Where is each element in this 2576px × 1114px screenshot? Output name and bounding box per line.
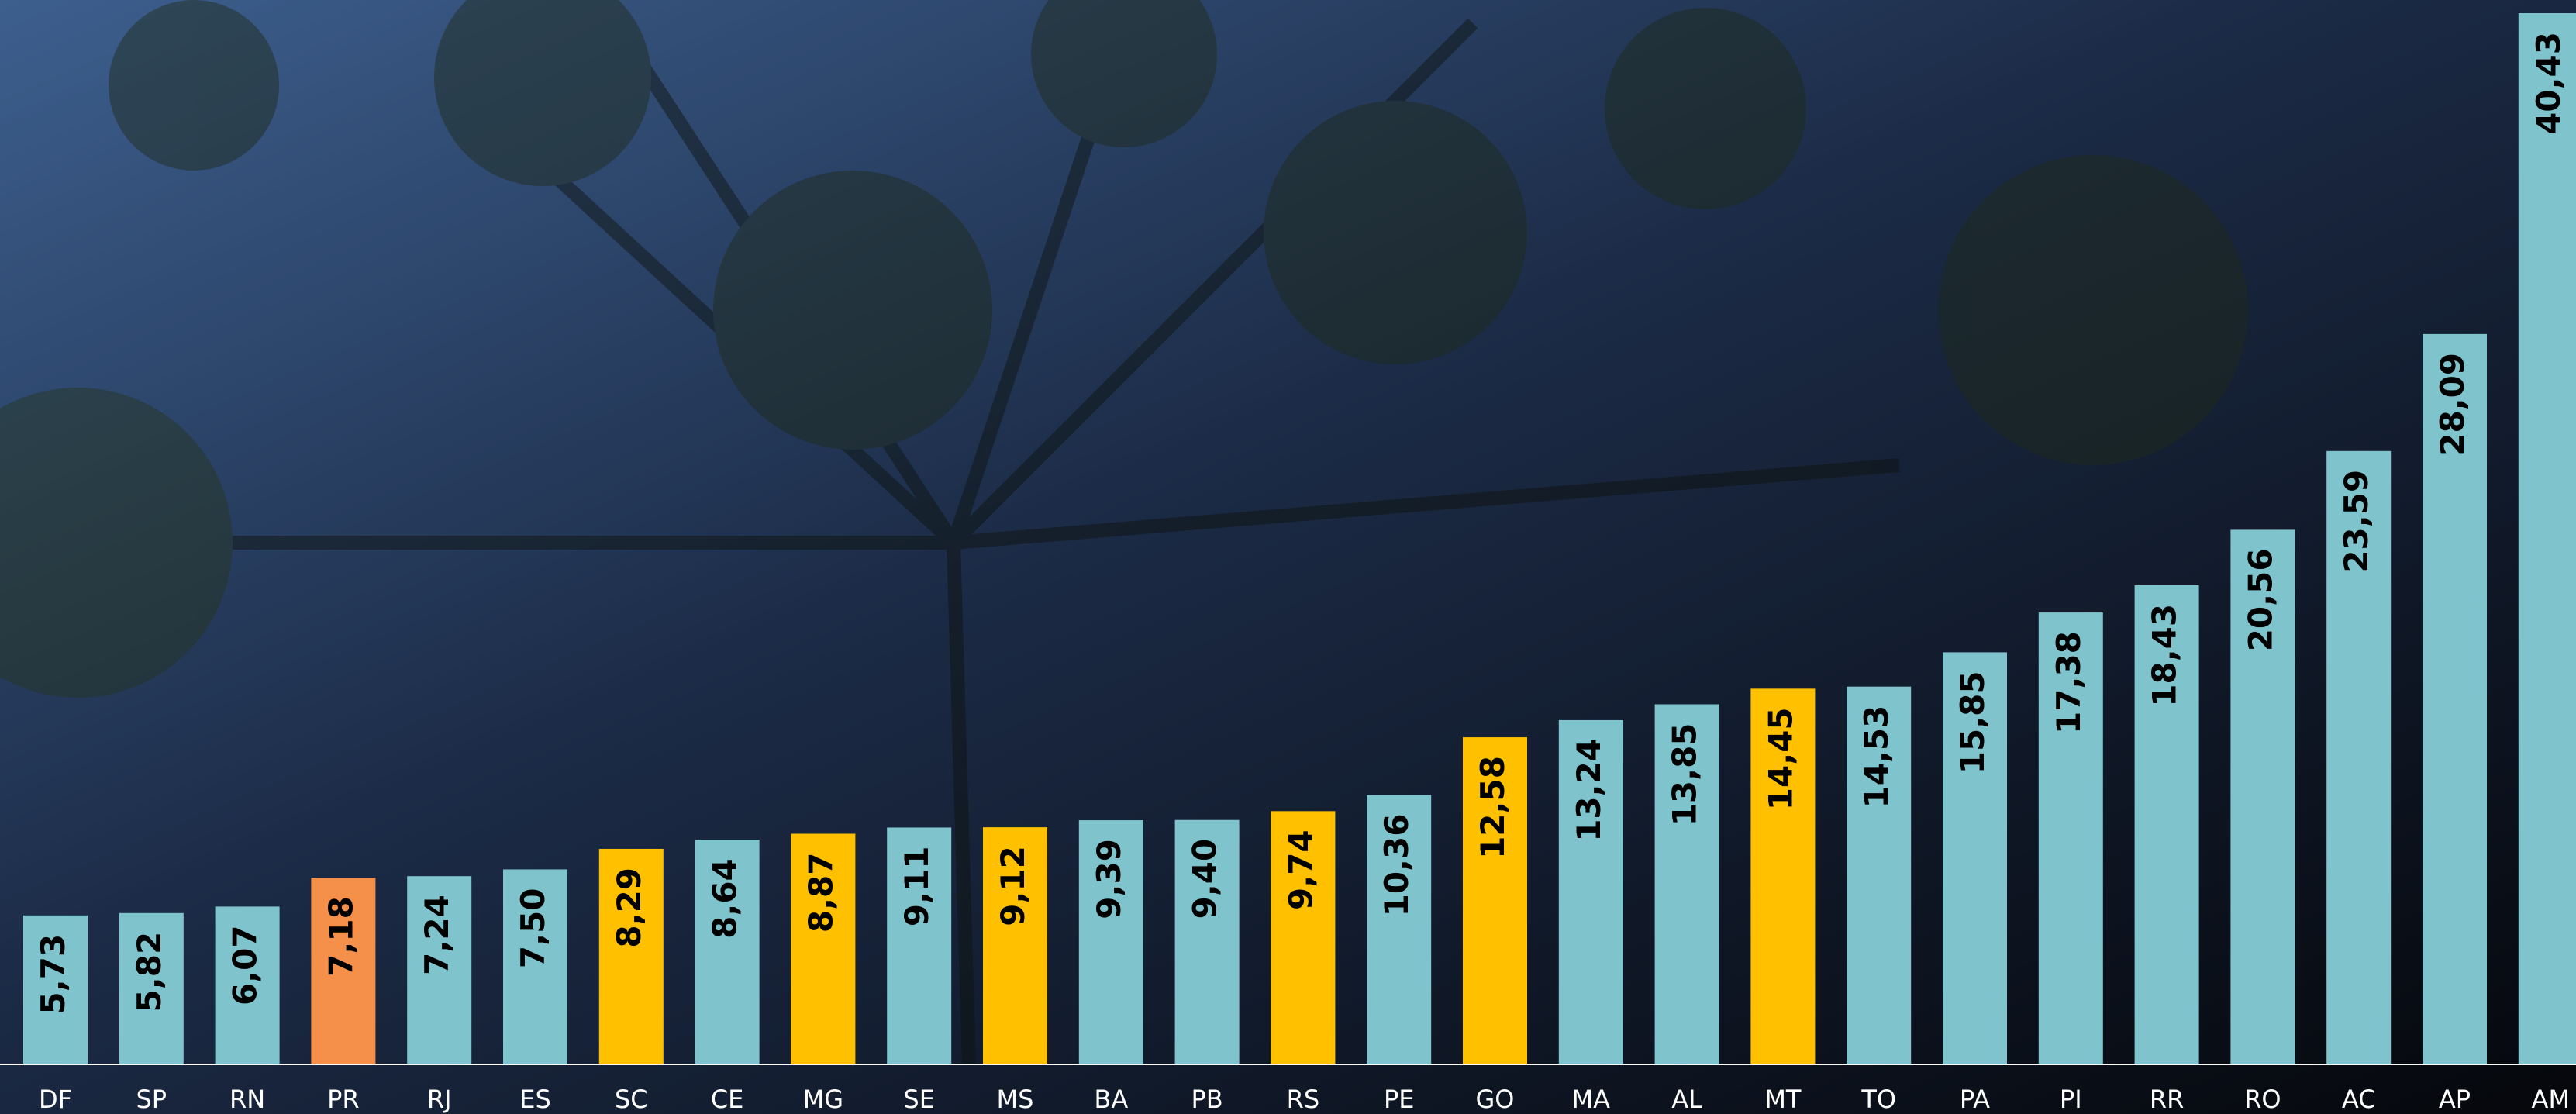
x-tick-label: ES (519, 1085, 551, 1114)
value-label: 14,45 (1761, 707, 1799, 810)
bar (1463, 737, 1527, 1064)
value-label: 9,40 (1186, 839, 1224, 919)
bar (887, 827, 952, 1064)
x-tick-label: RJ (427, 1085, 452, 1114)
value-label: 7,50 (514, 888, 552, 968)
bar (215, 906, 280, 1064)
value-label: 8,29 (610, 867, 648, 948)
bar (1558, 719, 1623, 1064)
x-tick-label: SP (136, 1085, 167, 1114)
bar (791, 833, 856, 1064)
value-label: 17,38 (2050, 631, 2088, 734)
x-tick-label: RN (229, 1085, 265, 1114)
x-tick-label: MT (1764, 1085, 1802, 1114)
bar (1654, 704, 1719, 1064)
x-tick-label: BA (1094, 1085, 1128, 1114)
bar (2423, 333, 2487, 1064)
bar (503, 869, 567, 1064)
x-tick-label: TO (1860, 1085, 1896, 1114)
bar (1078, 820, 1143, 1064)
value-label: 28,09 (2433, 353, 2471, 456)
value-label: 20,56 (2241, 548, 2279, 651)
value-label: 9,11 (898, 846, 936, 926)
value-label: 10,36 (1378, 814, 1416, 917)
bar (23, 915, 88, 1064)
x-tick-label: PR (327, 1085, 360, 1114)
bar (2518, 13, 2576, 1064)
bar (1367, 795, 1432, 1064)
value-label: 6,07 (226, 925, 264, 1005)
x-tick-label: PA (1960, 1085, 1990, 1114)
x-tick-label: RO (2244, 1085, 2281, 1114)
bar (2326, 450, 2392, 1064)
x-tick-label: AL (1671, 1085, 1702, 1114)
value-label: 9,12 (994, 846, 1032, 926)
value-label: 9,74 (1281, 829, 1319, 910)
bar (598, 848, 664, 1064)
x-tick-label: AC (2342, 1085, 2376, 1114)
value-label: 7,18 (322, 896, 360, 977)
bar (311, 878, 376, 1064)
bar (2230, 529, 2295, 1064)
bar (1943, 652, 2007, 1064)
value-label: 13,85 (1666, 723, 1704, 826)
x-tick-label: RR (2150, 1085, 2184, 1114)
value-label: 15,85 (1954, 671, 1991, 774)
x-tick-label: PE (1384, 1085, 1415, 1114)
x-tick-label: SE (903, 1085, 935, 1114)
value-label: 8,87 (802, 853, 840, 933)
bar (1750, 688, 1816, 1064)
x-tick-label: SC (615, 1085, 648, 1114)
x-tick-label: MA (1572, 1085, 1611, 1114)
value-label: 40,43 (2529, 32, 2567, 135)
x-tick-label: PB (1191, 1085, 1222, 1114)
value-label: 8,64 (706, 858, 744, 939)
x-tick-label: CE (711, 1085, 744, 1114)
bar (695, 840, 760, 1064)
x-tick-label: AP (2439, 1085, 2471, 1114)
value-label: 23,59 (2337, 470, 2375, 573)
bar (2038, 612, 2103, 1064)
x-tick-label: GO (1476, 1085, 1515, 1114)
x-tick-label: PI (2060, 1085, 2082, 1114)
value-label: 12,58 (1474, 756, 1512, 859)
value-label: 7,24 (418, 895, 456, 975)
value-label: 14,53 (1857, 705, 1895, 809)
value-label: 13,24 (1570, 739, 1608, 842)
bar (407, 876, 472, 1064)
x-tick-label: MS (997, 1085, 1034, 1114)
value-label: 5,82 (130, 932, 168, 1012)
bar (1271, 811, 1336, 1064)
bar (1847, 686, 1912, 1064)
value-label: 18,43 (2146, 604, 2184, 707)
tree-silhouette (0, 0, 2248, 1065)
bar (983, 827, 1047, 1064)
x-tick-label: MG (803, 1085, 843, 1114)
bar (1174, 819, 1240, 1064)
x-tick-label: DF (39, 1085, 72, 1114)
bar (119, 912, 184, 1064)
value-label: 9,39 (1090, 839, 1128, 919)
bar (2134, 585, 2199, 1064)
x-tick-label: AM (2532, 1085, 2571, 1114)
x-tick-label: RS (1287, 1085, 1320, 1114)
value-label: 5,73 (34, 934, 72, 1015)
